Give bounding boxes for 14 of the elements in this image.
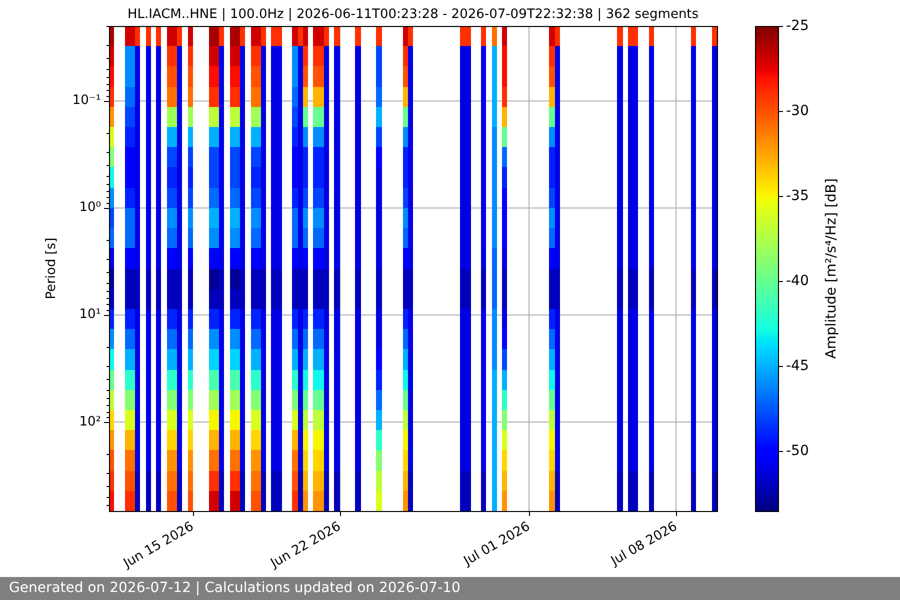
color-bar-title: Amplitude [m²/s⁴/Hz] [dB]	[824, 178, 840, 359]
color-bar-label: -45	[786, 358, 809, 374]
text: Generated on 2026-07-12 | Calculations updated on 2026-07-10	[9, 580, 460, 597]
color-bar-label: -35	[786, 188, 809, 204]
y-tick-label: 10¹	[79, 307, 101, 322]
color-bar-label: -40	[786, 273, 809, 290]
color-bar-label: -30	[786, 103, 809, 120]
color-bar-label: -25	[786, 18, 809, 34]
chart-title: HL.IACM..HNE | 100.0Hz | 2026-06-11T00:23:28 - 2026-07-09T22:32:38 | 362 segments	[127, 7, 699, 22]
y-axis-title: Period [s]	[44, 238, 60, 300]
color-bar-label: -50	[786, 443, 809, 460]
y-tick-label: 10⁻¹	[72, 93, 101, 108]
y-tick-label: 10²	[79, 414, 101, 430]
y-tick-label: 10⁰	[79, 200, 101, 216]
